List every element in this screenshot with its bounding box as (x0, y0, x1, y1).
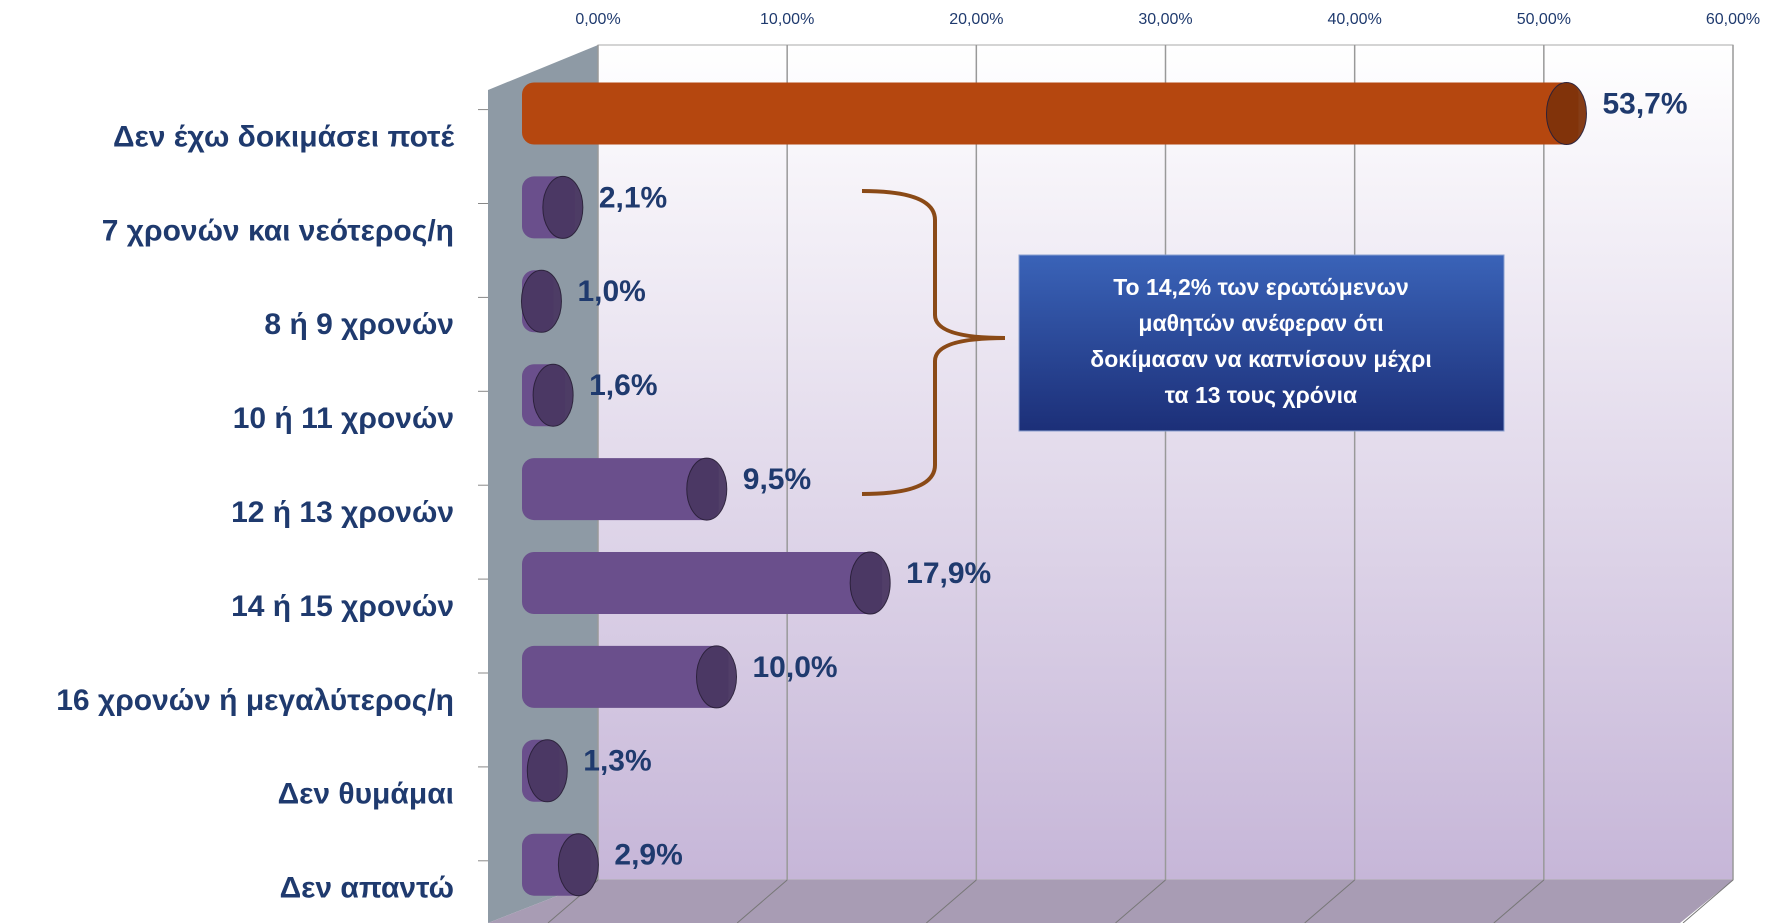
value-label: 1,0% (577, 275, 645, 308)
x-tick-label: 20,00% (949, 11, 1003, 28)
bar-cap (686, 457, 728, 521)
annotation-text: Το 14,2% των ερωτώμενων (1113, 274, 1409, 300)
value-label: 17,9% (906, 557, 991, 590)
x-tick-label: 40,00% (1328, 11, 1382, 28)
bar (522, 552, 883, 614)
floor-grid-line (1115, 879, 1166, 923)
value-label: 1,3% (583, 745, 651, 778)
bar (522, 458, 719, 521)
x-tick-label: 30,00% (1138, 11, 1192, 28)
value-label: 2,1% (599, 181, 667, 214)
value-label: 10,0% (753, 651, 838, 684)
category-label: 7 χρονών και νεότερος/η (102, 214, 454, 247)
category-label: Δεν έχω δοκιμάσει ποτέ (113, 120, 454, 153)
category-label: Δεν απαντώ (280, 872, 454, 905)
floor-grid-line (736, 879, 788, 923)
bar-cap (849, 551, 891, 615)
bar (522, 82, 1579, 145)
category-label: 16 χρονών ή μεγαλύτερος/η (56, 684, 454, 717)
floor-grid-line (926, 879, 977, 923)
bar-cap (532, 363, 574, 427)
value-label: 2,9% (614, 839, 682, 872)
value-label: 1,6% (589, 369, 657, 402)
annotation-text: μαθητών ανέφεραν ότι (1138, 310, 1383, 336)
category-label: Δεν θυμάμαι (278, 778, 454, 811)
bar (522, 645, 729, 708)
annotation-text: δοκίμασαν να καπνίσουν μέχρι (1090, 346, 1431, 372)
bar-cap (696, 645, 737, 709)
bar-cap (557, 833, 599, 897)
annotation-box (1018, 254, 1505, 432)
x-tick-label: 0,00% (575, 11, 620, 28)
floor-grid-line (1304, 879, 1355, 923)
category-label: 12 ή 13 χρονών (231, 496, 454, 529)
annotation-text: τα 13 τους χρόνια (1165, 382, 1357, 408)
floor (488, 880, 1733, 923)
bar-cap (520, 269, 562, 333)
value-label: 9,5% (743, 463, 811, 496)
category-label: 14 ή 15 χρονών (231, 590, 454, 623)
x-tick-label: 50,00% (1517, 11, 1571, 28)
floor-grid-line (1682, 879, 1734, 923)
category-label: 8 ή 9 χρονών (264, 308, 454, 341)
x-tick-label: 60,00% (1706, 11, 1760, 28)
bar-cap (1545, 82, 1587, 145)
bar-cap (542, 175, 584, 239)
category-label: 10 ή 11 χρονών (233, 402, 454, 435)
floor-grid-line (1493, 879, 1545, 923)
x-tick-label: 10,00% (760, 11, 814, 28)
bar-cap (526, 739, 568, 803)
value-label: 53,7% (1602, 87, 1687, 120)
brace (861, 189, 1006, 496)
